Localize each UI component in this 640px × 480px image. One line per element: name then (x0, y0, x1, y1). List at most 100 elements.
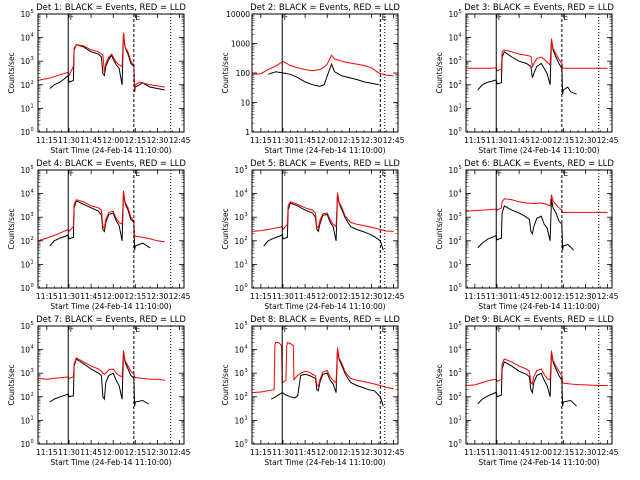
y-tick-exponent: 2 (459, 236, 462, 242)
y-tick-label: 10 (20, 190, 30, 199)
y-tick-label: 10 (234, 190, 244, 199)
y-axis-label: Counts/sec (435, 364, 444, 405)
y-tick-exponent: 5 (245, 321, 248, 327)
x-tick-label: 11:45 (80, 448, 102, 457)
y-tick-exponent: 0 (31, 439, 34, 445)
x-tick-label: 12:00 (530, 292, 552, 301)
x-tick-label: 12:45 (597, 448, 619, 457)
panel-title: Det 4: BLACK = Events, RED = LLD (36, 159, 186, 169)
y-tick-exponent: 4 (245, 189, 248, 195)
vline-solid-label: F (498, 169, 502, 178)
y-tick-exponent: 5 (245, 165, 248, 171)
x-tick-label: 11:15 (36, 448, 58, 457)
y-tick-label: 10 (448, 10, 458, 19)
series-line-events (263, 193, 384, 251)
panel-title: Det 8: BLACK = Events, RED = LLD (250, 315, 400, 325)
series-line-events (49, 191, 151, 251)
y-tick-exponent: 3 (459, 368, 462, 374)
vline-dashed-label: E (135, 325, 140, 334)
vline-solid-label: F (498, 325, 502, 334)
series-line-events (270, 349, 384, 407)
y-tick-label: 10 (234, 416, 244, 425)
y-tick-exponent: 5 (459, 165, 462, 171)
y-axis-label: Counts/sec (7, 208, 16, 249)
vline-solid-label: F (70, 169, 74, 178)
y-tick-label: 10 (20, 81, 30, 90)
y-tick-label: 10 (234, 393, 244, 402)
y-tick-label: 10 (448, 440, 458, 449)
x-tick-label: 12:45 (597, 292, 619, 301)
x-tick-label: 12:30 (361, 136, 383, 145)
vline-solid-label: F (284, 169, 288, 178)
x-tick-label: 12:45 (597, 136, 619, 145)
x-tick-label: 11:45 (508, 448, 530, 457)
y-tick-exponent: 1 (31, 415, 34, 421)
y-axis-label: Counts/sec (7, 364, 16, 405)
panel-title: Det 3: BLACK = Events, RED = LLD (464, 3, 614, 13)
y-tick-label: 10 (20, 322, 30, 331)
x-axis-label: Start Time (24-Feb-14 11:10:00) (264, 458, 385, 467)
y-tick-label: 10 (20, 346, 30, 355)
y-tick-label: 10 (20, 393, 30, 402)
x-tick-label: 11:45 (294, 448, 316, 457)
y-tick-label: 10 (448, 81, 458, 90)
x-tick-label: 12:45 (169, 136, 191, 145)
x-tick-label: 11:45 (80, 292, 102, 301)
x-tick-label: 12:45 (383, 292, 405, 301)
y-tick-exponent: 2 (245, 392, 248, 398)
x-tick-label: 12:00 (102, 448, 124, 457)
y-tick-label: 10 (20, 416, 30, 425)
y-tick-exponent: 1 (245, 415, 248, 421)
y-tick-label: 10 (234, 166, 244, 175)
series-line-lld (466, 194, 608, 213)
x-tick-label: 11:30 (272, 448, 294, 457)
y-tick-label: 10 (20, 213, 30, 222)
y-tick-exponent: 4 (31, 189, 34, 195)
vline-dashed-label: E (135, 169, 140, 178)
x-tick-label: 12:00 (316, 292, 338, 301)
y-tick-label: 10 (448, 213, 458, 222)
x-tick-label: 11:30 (272, 292, 294, 301)
x-tick-label: 12:15 (553, 292, 575, 301)
x-tick-label: 12:00 (530, 448, 552, 457)
y-tick-exponent: 5 (31, 321, 34, 327)
vline-solid-label: F (284, 13, 288, 22)
y-tick-exponent: 3 (31, 212, 34, 218)
x-tick-label: 11:15 (36, 136, 58, 145)
x-tick-label: 11:45 (80, 136, 102, 145)
y-axis-label: Counts/sec (7, 52, 16, 93)
vline-solid-label: F (498, 13, 502, 22)
x-axis-label: Start Time (24-Feb-14 11:10:00) (50, 302, 171, 311)
x-axis-label: Start Time (24-Feb-14 11:10:00) (50, 458, 171, 467)
vline-dashed-label: E (563, 169, 568, 178)
panel-title: Det 5: BLACK = Events, RED = LLD (250, 159, 400, 169)
x-tick-label: 12:45 (383, 136, 405, 145)
y-tick-label: 10 (448, 393, 458, 402)
y-tick-exponent: 2 (459, 80, 462, 86)
y-tick-exponent: 4 (459, 33, 462, 39)
y-tick-label: 10 (234, 346, 244, 355)
y-tick-exponent: 2 (31, 80, 34, 86)
x-tick-label: 12:15 (339, 292, 361, 301)
x-tick-label: 12:30 (361, 292, 383, 301)
y-tick-exponent: 3 (459, 56, 462, 62)
y-tick-exponent: 0 (31, 283, 34, 289)
y-tick-exponent: 5 (31, 9, 34, 15)
vline-solid-label: F (284, 325, 288, 334)
y-tick-label: 10 (448, 369, 458, 378)
series-line-events (268, 62, 379, 87)
y-tick-label: 10 (234, 213, 244, 222)
x-tick-label: 12:00 (530, 136, 552, 145)
panel-title: Det 6: BLACK = Events, RED = LLD (464, 159, 614, 169)
vline-solid-label: F (70, 325, 74, 334)
y-axis-label: Counts/sec (435, 52, 444, 93)
y-tick-label: 10 (448, 104, 458, 113)
x-tick-label: 11:30 (58, 448, 80, 457)
x-tick-label: 12:30 (147, 292, 169, 301)
series-line-lld (466, 38, 608, 72)
